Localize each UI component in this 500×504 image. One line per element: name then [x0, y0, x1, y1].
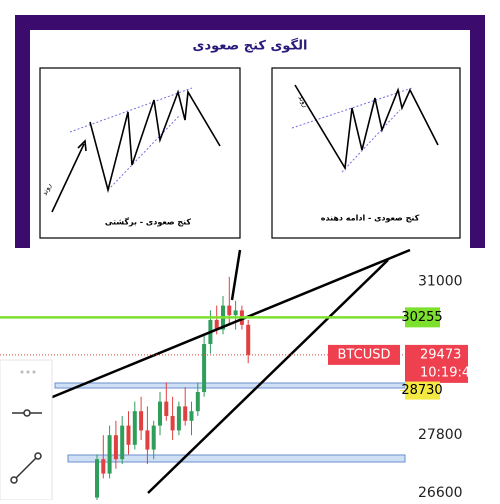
candle-body: [164, 401, 169, 416]
symbol-box: [328, 344, 400, 365]
trend-line: [230, 249, 242, 301]
time-label: 10:19:40: [420, 365, 478, 380]
diagram-bg: [30, 30, 470, 248]
candle-body: [113, 435, 118, 460]
candle-body: [101, 459, 106, 474]
pattern: [51, 84, 439, 213]
zone: [54, 382, 406, 389]
candle-body: [139, 411, 144, 431]
candle-body: [189, 411, 194, 421]
candle-body: [170, 416, 175, 431]
trend-line: [147, 259, 389, 494]
toolbar: [0, 359, 53, 501]
level-box: [405, 307, 440, 328]
candle-body: [158, 401, 162, 426]
candle-body: [107, 435, 112, 474]
candle-body: [195, 392, 200, 412]
candle-body: [227, 305, 232, 316]
level-label: 30255: [401, 310, 442, 325]
candle-body: [246, 324, 251, 355]
panel-caption: کنج صعودی - ادامه دهنده: [321, 214, 420, 223]
candle-body: [183, 406, 188, 421]
y-tick-label: 31000: [418, 274, 463, 290]
y-tick-label: 27800: [418, 427, 463, 443]
candle-body: [202, 344, 207, 392]
zone: [67, 454, 406, 463]
candle-body: [145, 430, 150, 450]
candle-body: [233, 310, 238, 316]
candle-body: [151, 425, 156, 450]
trading-chart: 31000 27800 26600 30255 BTCUSD 29473 10:19:40 2…: [0, 248, 500, 503]
candle-body: [95, 459, 99, 498]
candle-body: [120, 425, 125, 460]
y-tick-label: 26600: [418, 485, 463, 500]
panel: [271, 67, 461, 239]
level-box: [405, 381, 440, 400]
candle-body: [176, 406, 181, 431]
candle-body: [126, 425, 131, 445]
price-box: [405, 344, 468, 383]
symbol-label: BTCUSD: [338, 347, 391, 362]
level-label: 28730: [401, 383, 442, 398]
price-label: 29473: [420, 347, 461, 362]
candle-body: [132, 411, 137, 445]
panel-caption: کنج صعودی - برگشتی: [105, 217, 192, 227]
trend-line: [49, 248, 411, 400]
candle-body: [214, 320, 219, 330]
panel: [39, 67, 241, 239]
diagram-title: الگوی کنج صعودی: [193, 38, 308, 54]
